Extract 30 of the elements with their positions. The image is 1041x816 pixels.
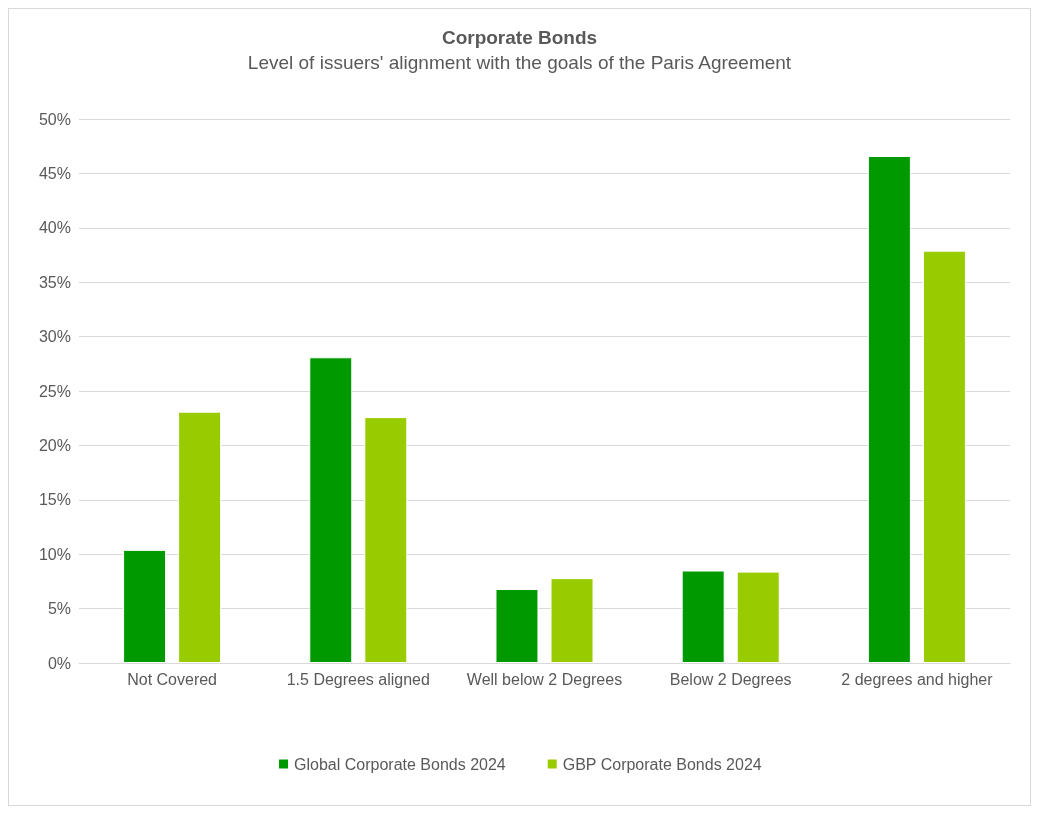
- chart-title: Corporate Bonds: [441, 27, 598, 48]
- bar: [495, 589, 539, 663]
- legend-label: Global Corporate Bonds 2024: [294, 755, 506, 773]
- bar: [736, 571, 780, 663]
- y-tick-label: 5%: [47, 600, 71, 618]
- y-tick-label: 10%: [38, 545, 71, 563]
- bar: [123, 549, 167, 663]
- y-tick-label: 20%: [38, 436, 71, 454]
- y-tick-label: 35%: [38, 273, 71, 291]
- x-tick-label: Well below 2 Degrees: [466, 670, 623, 688]
- y-tick-label: 45%: [38, 164, 71, 182]
- bar: [922, 250, 966, 663]
- y-tick-label: 50%: [38, 110, 71, 128]
- legend-label: GBP Corporate Bonds 2024: [562, 755, 762, 773]
- bar: [681, 570, 725, 663]
- x-tick-label: Below 2 Degrees: [669, 670, 792, 688]
- bar: [550, 578, 594, 663]
- bar: [867, 155, 911, 663]
- bar: [364, 417, 408, 663]
- y-tick-label: 40%: [38, 219, 71, 237]
- x-tick-label: Not Covered: [127, 670, 218, 688]
- x-tick-label: 2 degrees and higher: [841, 670, 994, 688]
- chart-subtitle: Level of issuers' alignment with the goals of the Paris Agreement: [247, 52, 792, 73]
- y-tick-label: 30%: [38, 328, 71, 346]
- y-tick-label: 0%: [47, 654, 71, 672]
- bar: [178, 411, 222, 663]
- x-tick-label: 1.5 Degrees aligned: [286, 670, 430, 688]
- y-tick-label: 15%: [38, 491, 71, 509]
- bar: [309, 357, 353, 663]
- y-tick-label: 25%: [38, 382, 71, 400]
